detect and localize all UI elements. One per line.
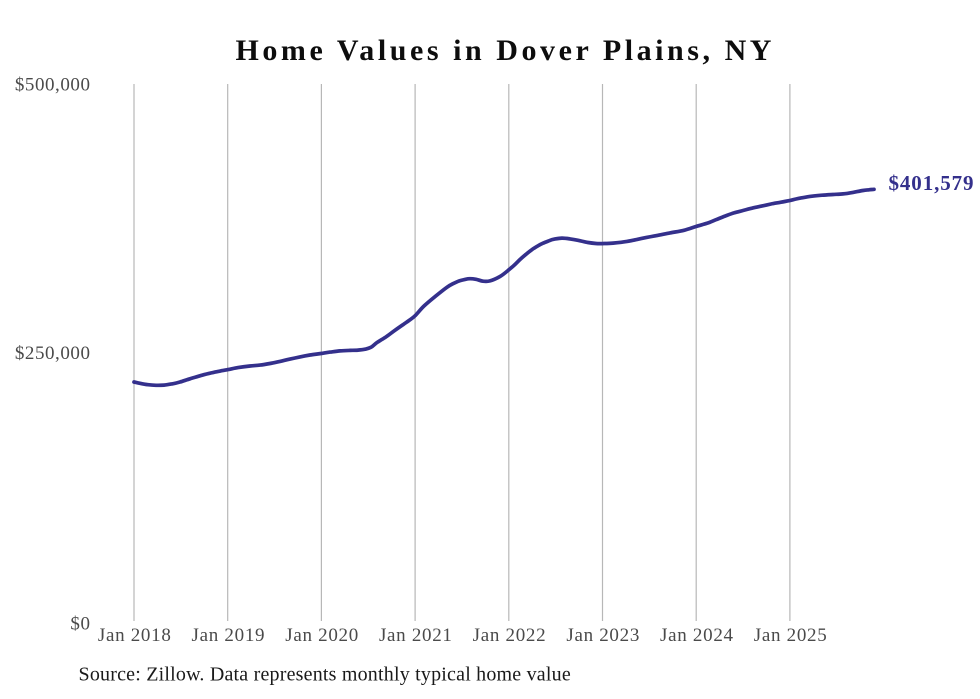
svg-text:Jan 2021: Jan 2021 (379, 625, 453, 646)
svg-text:Home Values in Dover Plains, N: Home Values in Dover Plains, NY (236, 34, 776, 67)
svg-text:$250,000: $250,000 (15, 343, 91, 364)
svg-text:Jan 2023: Jan 2023 (566, 625, 640, 646)
svg-text:Jan 2022: Jan 2022 (473, 625, 547, 646)
svg-text:$401,579: $401,579 (889, 171, 975, 195)
svg-text:Jan 2019: Jan 2019 (192, 625, 266, 646)
svg-text:$0: $0 (70, 614, 90, 635)
svg-text:Jan 2025: Jan 2025 (754, 625, 828, 646)
svg-text:Jan 2018: Jan 2018 (98, 625, 172, 646)
svg-text:Jan 2024: Jan 2024 (660, 625, 734, 646)
svg-text:Jan 2020: Jan 2020 (285, 625, 359, 646)
svg-text:Source: Zillow. Data represent: Source: Zillow. Data represents monthly … (79, 664, 571, 686)
svg-text:$500,000: $500,000 (15, 75, 91, 96)
